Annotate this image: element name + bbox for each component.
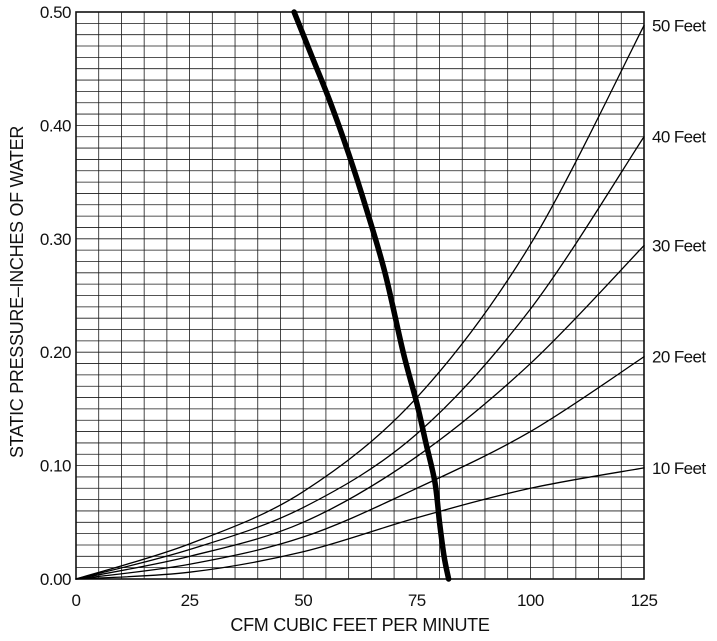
series-label: 10 Feet [652, 459, 706, 478]
y-tick-label: 0.00 [40, 570, 71, 589]
series-label: 50 Feet [652, 17, 706, 36]
y-tick-label: 0.20 [40, 343, 71, 362]
y-tick-label: 0.50 [40, 3, 71, 22]
x-tick-label: 0 [72, 591, 81, 610]
x-tick-label: 100 [517, 591, 544, 610]
x-tick-label: 125 [631, 591, 658, 610]
y-axis-title: STATIC PRESSURE–INCHES OF WATER [7, 126, 27, 458]
x-tick-label: 50 [294, 591, 312, 610]
y-tick-label: 0.40 [40, 116, 71, 135]
y-tick-label: 0.10 [40, 457, 71, 476]
x-axis-title: CFM CUBIC FEET PER MINUTE [230, 615, 489, 635]
y-tick-label: 0.30 [40, 230, 71, 249]
x-tick-label: 75 [408, 591, 426, 610]
series-label: 40 Feet [652, 128, 706, 147]
x-tick-label: 25 [181, 591, 199, 610]
series-label: 30 Feet [652, 237, 706, 256]
series-label: 20 Feet [652, 348, 706, 367]
